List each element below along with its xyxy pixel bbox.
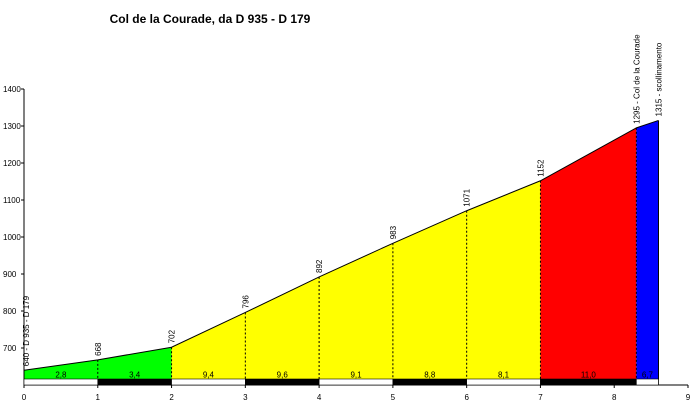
elevation-label: 1295 - Col de la Courade [632,34,641,124]
gradient-band-0 [23,378,99,386]
gradient-band-5 [392,378,467,386]
elevation-label: 1152 [536,159,545,177]
elevation-label: 796 [241,295,250,309]
gradient-label: 2,8 [55,371,67,380]
y-tick-label: 1400 [3,85,21,94]
y-tick-label: 700 [3,344,17,353]
gradient-label: 6,7 [642,371,654,380]
km-dividers [97,127,637,379]
y-tick-label: 900 [3,270,17,279]
profile-segment-0 [24,347,172,385]
profile-segment-3 [636,120,659,385]
gradient-label: 9,4 [203,371,215,380]
gradient-band-3 [245,378,320,386]
y-tick-label: 1100 [3,196,21,205]
chart-title: Col de la Courade, da D 935 - D 179 [109,12,311,26]
gradient-label: 8,8 [424,371,436,380]
x-tick-label: 7 [538,393,543,402]
x-tick-label: 8 [612,393,617,402]
profile-segment-2 [540,127,637,385]
elevation-label: 983 [389,225,398,239]
point-labels: 640 - D 935 - D 179 668 702 796 892 983 1071 11… [22,34,663,366]
gradient-bar: 2,8 3,4 9,4 9,6 9,1 8,8 8,1 11,0 6,7 [23,371,659,386]
x-tick-labels: 0 1 2 3 4 5 6 7 8 9 [22,385,691,402]
x-tick-label: 4 [317,393,322,402]
elevation-label: 1315 - scollinamento [654,42,663,116]
elevation-label: 892 [315,259,324,273]
elevation-label: 668 [94,342,103,356]
profile-line [23,119,659,371]
gradient-band-2 [171,378,246,386]
elevation-label: 640 - D 935 - D 179 [22,295,31,366]
x-tick-label: 3 [243,393,248,402]
profile-outline [23,119,659,385]
x-tick-label: 5 [391,393,396,402]
gradient-band-1 [97,378,172,386]
gradient-label: 8,1 [498,371,510,380]
y-tick-labels: 700 800 900 1000 1100 1200 1300 1400 [3,85,24,353]
y-tick-label: 1000 [3,233,21,242]
x-tick-label: 1 [96,393,101,402]
elevation-label: 1071 [463,188,472,206]
x-tick-label: 2 [169,393,174,402]
y-tick-label: 800 [3,307,17,316]
gradient-label: 3,4 [129,371,141,380]
segment-areas [24,120,659,385]
x-tick-label: 9 [686,393,691,402]
x-tick-label: 6 [464,393,469,402]
profile-segment-1 [171,180,541,385]
x-tick-label: 0 [22,393,27,402]
y-tick-label: 1200 [3,159,21,168]
gradient-band-7 [540,378,637,386]
gradient-label: 9,1 [350,371,362,380]
y-tick-label: 1300 [3,122,21,131]
gradient-label: 11,0 [581,371,597,380]
gradient-band-6 [466,378,541,386]
gradient-band-4 [318,378,394,386]
gradient-label: 9,6 [277,371,289,380]
gradient-band-8 [636,378,659,386]
elevation-label: 702 [168,329,177,343]
